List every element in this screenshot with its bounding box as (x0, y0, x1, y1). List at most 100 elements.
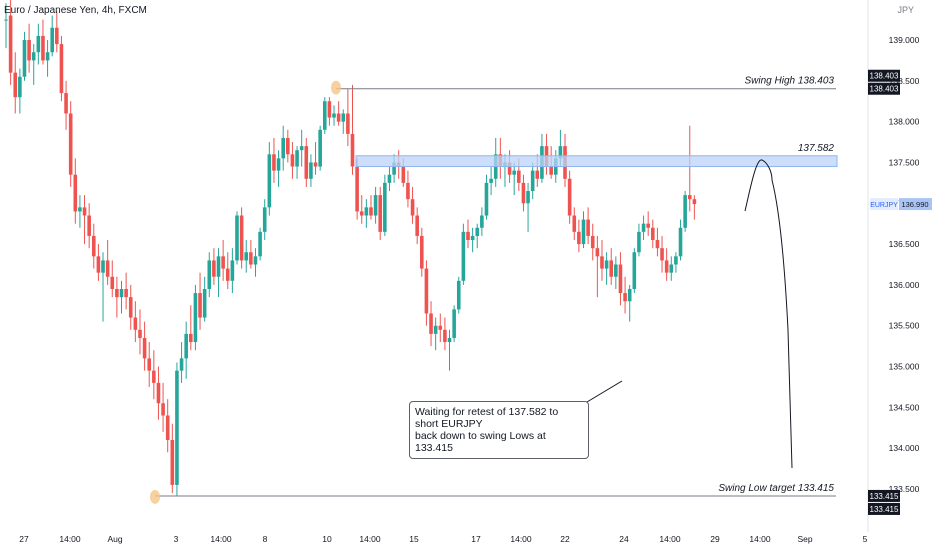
candle[interactable] (447, 329, 452, 371)
candle[interactable] (193, 284, 198, 351)
resistance-zone-box[interactable] (355, 155, 838, 168)
candle[interactable] (346, 88, 350, 147)
candle[interactable] (318, 125, 322, 171)
candle[interactable] (378, 186, 383, 241)
candle[interactable] (637, 223, 641, 257)
candle[interactable] (415, 207, 419, 245)
annotation-callout[interactable]: Waiting for retest of 137.582 to short E… (409, 401, 589, 459)
candle[interactable] (424, 260, 429, 326)
candle[interactable] (484, 174, 489, 220)
candle[interactable] (96, 244, 101, 281)
candle[interactable] (216, 248, 221, 298)
candle[interactable] (618, 252, 623, 306)
candle[interactable] (128, 284, 133, 330)
candle[interactable] (101, 252, 105, 322)
candle[interactable] (623, 276, 627, 314)
candle[interactable] (452, 305, 456, 343)
candle[interactable] (443, 317, 447, 351)
candle[interactable] (678, 219, 683, 261)
candle[interactable] (641, 215, 646, 241)
candle[interactable] (674, 252, 678, 273)
candle[interactable] (322, 97, 327, 134)
candle[interactable] (595, 235, 600, 298)
candle[interactable] (124, 272, 128, 310)
candle[interactable] (489, 166, 493, 196)
candle[interactable] (406, 170, 410, 208)
candle[interactable] (59, 35, 64, 102)
candle[interactable] (438, 313, 443, 343)
candle[interactable] (383, 174, 387, 236)
candle[interactable] (655, 227, 660, 257)
candle[interactable] (692, 195, 697, 220)
candle[interactable] (249, 240, 253, 269)
candle[interactable] (276, 150, 281, 187)
candle[interactable] (332, 105, 336, 126)
candle[interactable] (373, 186, 378, 224)
candle[interactable] (235, 211, 239, 265)
candle[interactable] (327, 97, 332, 126)
candle[interactable] (230, 248, 235, 294)
candle[interactable] (480, 207, 484, 236)
candle[interactable] (91, 223, 96, 269)
candle[interactable] (456, 276, 461, 314)
candle[interactable] (577, 219, 581, 253)
candle[interactable] (31, 44, 36, 85)
candle[interactable] (299, 129, 304, 167)
candle[interactable] (313, 142, 318, 175)
candle[interactable] (239, 207, 244, 269)
candle[interactable] (309, 154, 313, 187)
candle[interactable] (184, 321, 188, 379)
candle[interactable] (336, 101, 341, 126)
candle[interactable] (115, 276, 119, 318)
candle[interactable] (36, 23, 41, 65)
price-axis[interactable]: 139.000138.500138.000137.500137.000136.5… (889, 35, 920, 494)
candle[interactable] (341, 109, 346, 134)
candle[interactable] (304, 137, 309, 187)
candle[interactable] (73, 158, 78, 224)
candle[interactable] (609, 248, 614, 285)
candle[interactable] (364, 199, 369, 228)
candle[interactable] (156, 366, 161, 420)
candle[interactable] (207, 252, 212, 298)
candle[interactable] (646, 211, 650, 236)
candle[interactable] (281, 125, 285, 171)
candle[interactable] (87, 203, 91, 249)
candle[interactable] (567, 170, 572, 224)
candle[interactable] (258, 227, 262, 261)
candle[interactable] (110, 260, 115, 298)
candle[interactable] (78, 195, 82, 228)
candle[interactable] (64, 80, 68, 130)
candle[interactable] (544, 133, 549, 175)
candle[interactable] (295, 146, 299, 179)
candle[interactable] (253, 248, 258, 277)
candle[interactable] (170, 423, 175, 494)
time-axis[interactable]: 27 14:00 Aug 3 14:00 8 10 14:00 15 17 14:00 22 24 14:… (19, 534, 867, 544)
candle[interactable] (359, 195, 364, 224)
candle[interactable] (18, 68, 22, 114)
candle[interactable] (55, 11, 59, 53)
candle[interactable] (387, 166, 392, 192)
candle[interactable] (212, 248, 216, 285)
candle[interactable] (526, 182, 530, 232)
candle[interactable] (50, 15, 54, 57)
candle[interactable] (290, 142, 295, 179)
candle[interactable] (627, 284, 632, 322)
candle[interactable] (45, 40, 50, 77)
candle[interactable] (461, 223, 466, 285)
candle[interactable] (179, 342, 184, 383)
candle[interactable] (41, 19, 45, 65)
candle[interactable] (105, 240, 110, 285)
candle[interactable] (225, 252, 230, 289)
candle[interactable] (475, 223, 480, 249)
candle[interactable] (202, 276, 207, 322)
candle[interactable] (147, 342, 152, 387)
candle[interactable] (175, 362, 179, 496)
candle[interactable] (165, 399, 170, 453)
candle[interactable] (687, 125, 692, 212)
candle[interactable] (22, 31, 27, 81)
candle[interactable] (119, 280, 124, 314)
candle[interactable] (420, 227, 424, 277)
candle[interactable] (470, 227, 475, 253)
candle[interactable] (68, 101, 73, 187)
